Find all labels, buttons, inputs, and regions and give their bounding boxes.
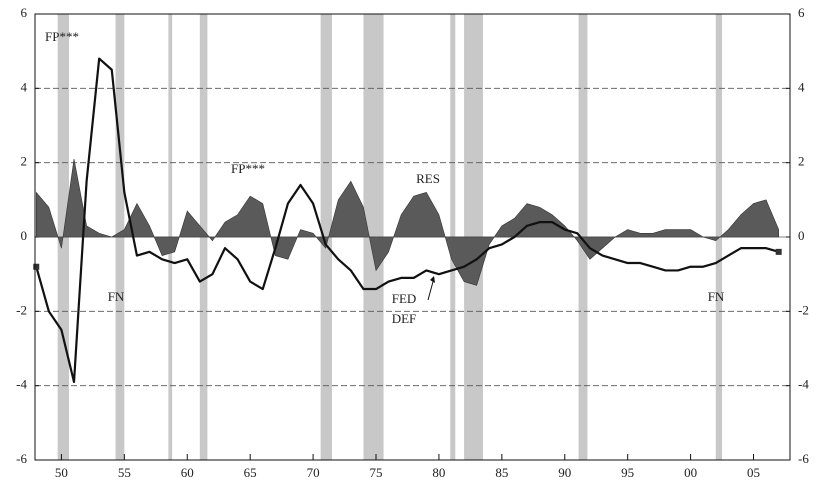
x-tick-label: 00 xyxy=(684,465,697,480)
annotation: FN xyxy=(708,289,725,304)
y-tick-label-right: 2 xyxy=(798,154,805,169)
line-series xyxy=(35,57,779,384)
y-tick-label-right: -6 xyxy=(798,451,809,466)
x-tick-label: 75 xyxy=(370,465,383,480)
x-tick-label: 60 xyxy=(181,465,194,480)
end-marker xyxy=(33,263,40,270)
plot-frame xyxy=(34,13,791,461)
y-tick-label: 4 xyxy=(21,79,28,94)
annotation: FN xyxy=(108,289,125,304)
y-tick-label: -2 xyxy=(16,302,27,317)
y-tick-label-right: -4 xyxy=(798,377,809,392)
annotation: DEF xyxy=(392,311,417,326)
x-tick-label: 70 xyxy=(307,465,320,480)
x-tick-label: 80 xyxy=(432,465,445,480)
x-tick-label: 05 xyxy=(747,465,760,480)
y-tick-label: -4 xyxy=(16,377,27,392)
y-tick-label-right: 4 xyxy=(798,79,805,94)
annotation: RES xyxy=(416,171,440,186)
x-tick-label: 65 xyxy=(244,465,257,480)
y-tick-label-right: -2 xyxy=(798,302,809,317)
x-tick-label: 95 xyxy=(621,465,634,480)
y-tick-label-right: 0 xyxy=(798,228,805,243)
x-tick-label: 50 xyxy=(55,465,68,480)
x-tick-label: 55 xyxy=(118,465,131,480)
arrow-head xyxy=(430,276,435,283)
area-series xyxy=(35,158,779,286)
x-tick-label: 85 xyxy=(495,465,508,480)
x-tick-label: 90 xyxy=(558,465,571,480)
y-tick-label: -6 xyxy=(16,451,27,466)
end-marker xyxy=(775,248,782,255)
y-tick-label: 6 xyxy=(21,5,28,20)
annotation: FP*** xyxy=(231,161,265,176)
y-tick-label-right: 6 xyxy=(798,5,805,20)
y-tick-label: 2 xyxy=(21,154,28,169)
annotation: FED xyxy=(392,291,417,306)
annotation: FP*** xyxy=(45,29,79,44)
plot: -6 -6-4 -4-2 -20 02 24 46 650 55 60 65 70 75 80 85 90 95… xyxy=(16,5,809,480)
y-tick-label: 0 xyxy=(21,228,28,243)
